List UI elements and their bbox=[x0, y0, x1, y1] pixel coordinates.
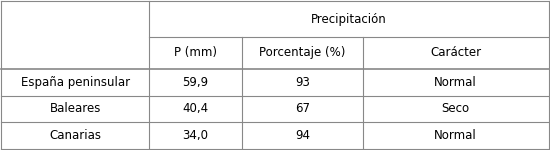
Text: Canarias: Canarias bbox=[50, 129, 101, 142]
Text: Normal: Normal bbox=[434, 129, 477, 142]
Text: Porcentaje (%): Porcentaje (%) bbox=[259, 46, 345, 59]
Text: 34,0: 34,0 bbox=[183, 129, 208, 142]
Text: 59,9: 59,9 bbox=[183, 76, 208, 89]
Text: 93: 93 bbox=[295, 76, 310, 89]
Text: 40,4: 40,4 bbox=[183, 102, 208, 115]
Text: 67: 67 bbox=[295, 102, 310, 115]
Text: 94: 94 bbox=[295, 129, 310, 142]
Text: Normal: Normal bbox=[434, 76, 477, 89]
Text: P (mm): P (mm) bbox=[174, 46, 217, 59]
Text: Baleares: Baleares bbox=[50, 102, 101, 115]
Text: Seco: Seco bbox=[442, 102, 470, 115]
Text: España peninsular: España peninsular bbox=[21, 76, 130, 89]
Text: Precipitación: Precipitación bbox=[311, 13, 387, 26]
Text: Carácter: Carácter bbox=[430, 46, 481, 59]
